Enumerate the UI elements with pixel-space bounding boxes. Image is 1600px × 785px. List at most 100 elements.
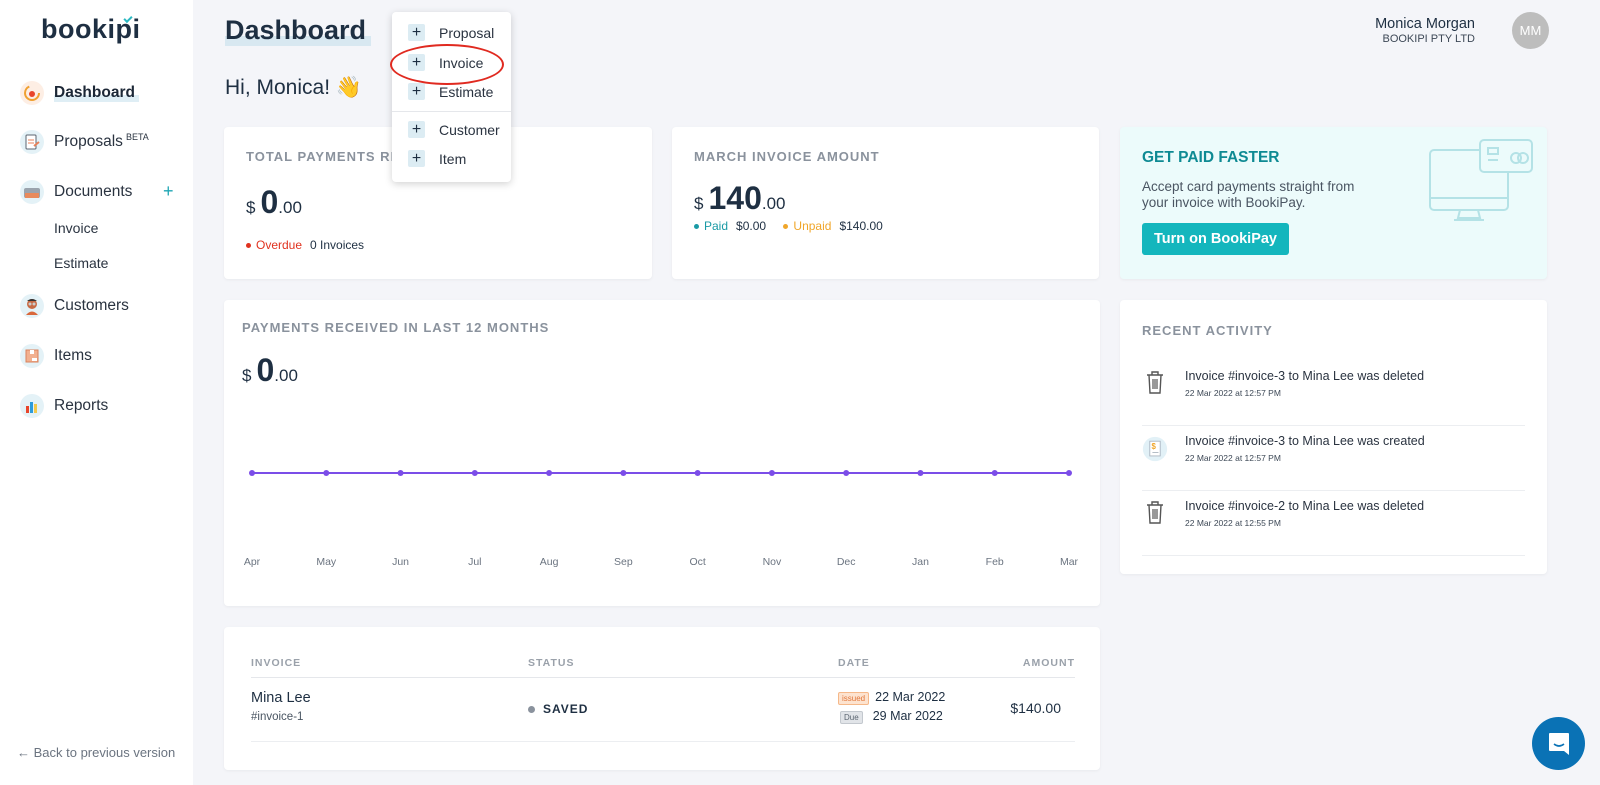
plus-icon: + bbox=[408, 121, 425, 138]
bookipi-logo[interactable]: bookipi bbox=[41, 13, 141, 44]
get-paid-description: Accept card payments straight from your … bbox=[1142, 179, 1355, 210]
x-axis-label: Jul bbox=[468, 556, 481, 568]
sidebar: bookipi Dashboard Proposals BETA Document… bbox=[0, 0, 193, 785]
sidebar-subitem-estimate[interactable]: Estimate bbox=[54, 255, 109, 271]
greeting: Hi, Monica! 👋 bbox=[225, 76, 363, 99]
invoice-number: #invoice-1 bbox=[251, 711, 304, 723]
user-name[interactable]: Monica Morgan bbox=[1375, 16, 1475, 32]
chart-point[interactable] bbox=[694, 470, 701, 476]
trash-icon bbox=[1142, 499, 1168, 525]
chart-point[interactable] bbox=[397, 470, 404, 476]
create-menu: + Proposal + Invoice + Estimate + Customer +… bbox=[392, 12, 511, 182]
back-to-previous-version-link[interactable]: ← Back to previous version bbox=[17, 745, 176, 760]
due-tag: Due bbox=[840, 711, 863, 724]
march-invoice-amount: $ 140 .00 bbox=[694, 180, 786, 216]
svg-text:$: $ bbox=[1152, 442, 1157, 451]
x-axis-label: May bbox=[316, 556, 337, 568]
menu-divider bbox=[392, 111, 511, 112]
due-date: Due 29 Mar 2022 bbox=[838, 709, 943, 724]
column-header-amount: AMOUNT bbox=[1022, 657, 1075, 669]
plus-icon: + bbox=[408, 54, 425, 71]
sidebar-item-proposals[interactable]: Proposals BETA bbox=[20, 128, 149, 156]
sidebar-item-documents[interactable]: Documents bbox=[20, 178, 132, 206]
status-badge: SAVED bbox=[528, 702, 588, 716]
sidebar-subitem-invoice[interactable]: Invoice bbox=[54, 220, 99, 236]
sidebar-item-dashboard[interactable]: Dashboard bbox=[20, 79, 139, 107]
x-axis-label: Jan bbox=[912, 556, 929, 568]
payments-chart-card: PAYMENTS RECEIVED IN LAST 12 MONTHS $ 0 … bbox=[224, 300, 1100, 606]
unpaid-dot bbox=[783, 224, 789, 230]
invoice-customer: Mina Lee bbox=[251, 690, 311, 706]
paid-dot bbox=[694, 224, 699, 230]
chart-point[interactable] bbox=[620, 470, 627, 476]
card-title: PAYMENTS RECEIVED IN LAST 12 MONTHS bbox=[242, 320, 550, 335]
trash-icon bbox=[1142, 369, 1168, 395]
march-invoice-card: MARCH INVOICE AMOUNT $ 140 .00 Paid $0.00… bbox=[672, 127, 1099, 279]
avatar[interactable]: MM bbox=[1512, 12, 1549, 49]
table-divider bbox=[251, 677, 1075, 678]
chart-point[interactable] bbox=[471, 470, 478, 476]
issued-tag: issued bbox=[838, 692, 870, 705]
overdue-summary: Overdue 0 Invoices bbox=[246, 238, 364, 252]
x-axis-label: Sep bbox=[614, 556, 633, 568]
status-dot bbox=[528, 706, 535, 714]
x-axis-label: Jun bbox=[392, 556, 409, 568]
card-title: MARCH INVOICE AMOUNT bbox=[694, 149, 880, 164]
card-title: GET PAID FASTER bbox=[1142, 149, 1280, 166]
table-row[interactable]: Mina Lee #invoice-1 SAVED issued 22 Mar 2… bbox=[251, 678, 1075, 742]
total-payments-amount: $ 0 .00 bbox=[246, 184, 302, 220]
activity-item[interactable]: Invoice #invoice-3 to Mina Lee was delet… bbox=[1142, 361, 1525, 426]
create-menu-item-proposal[interactable]: + Proposal bbox=[408, 24, 494, 41]
recent-activity-card: RECENT ACTIVITY Invoice #invoice-3 to Mi… bbox=[1120, 300, 1547, 574]
proposals-label: Proposals bbox=[54, 133, 123, 151]
chart-point[interactable] bbox=[1066, 470, 1072, 476]
reports-icon bbox=[20, 394, 44, 418]
sidebar-item-customers[interactable]: Customers bbox=[20, 292, 129, 320]
add-document-button[interactable]: + bbox=[163, 181, 174, 201]
create-menu-item-invoice[interactable]: + Invoice bbox=[408, 54, 483, 71]
chart-point[interactable] bbox=[917, 470, 924, 476]
chart-point[interactable] bbox=[323, 470, 330, 476]
get-paid-faster-card: GET PAID FASTER Accept card payments str… bbox=[1120, 127, 1547, 279]
chart-point[interactable] bbox=[991, 470, 998, 476]
chart-point[interactable] bbox=[546, 470, 553, 476]
plus-icon: + bbox=[408, 83, 425, 100]
chart-point[interactable] bbox=[843, 470, 850, 476]
x-axis-label: Feb bbox=[986, 556, 1004, 568]
column-header-date: DATE bbox=[838, 657, 870, 669]
card-title: TOTAL PAYMENTS RE bbox=[246, 149, 401, 164]
column-header-invoice: INVOICE bbox=[251, 657, 302, 669]
chat-icon bbox=[1548, 732, 1569, 755]
page-title: Dashboard bbox=[225, 15, 372, 46]
invoice-created-icon: $ bbox=[1142, 434, 1168, 464]
activity-item[interactable]: Invoice #invoice-2 to Mina Lee was delet… bbox=[1142, 491, 1525, 556]
computer-card-icon bbox=[1429, 139, 1533, 221]
proposals-icon bbox=[20, 130, 44, 154]
x-axis-label: Aug bbox=[540, 556, 559, 568]
documents-icon bbox=[20, 180, 44, 204]
overdue-dot bbox=[246, 243, 251, 249]
payments-12m-amount: $ 0 .00 bbox=[242, 352, 298, 388]
x-axis-label: Mar bbox=[1060, 556, 1079, 568]
sidebar-item-reports[interactable]: Reports bbox=[20, 392, 108, 420]
card-title: RECENT ACTIVITY bbox=[1142, 323, 1273, 338]
create-menu-item-estimate[interactable]: + Estimate bbox=[408, 83, 493, 100]
x-axis-label: Oct bbox=[689, 556, 705, 568]
plus-icon: + bbox=[408, 24, 425, 41]
chart-point[interactable] bbox=[249, 470, 255, 476]
create-menu-item-customer[interactable]: + Customer bbox=[408, 121, 500, 138]
sidebar-item-items[interactable]: Items bbox=[20, 342, 92, 370]
user-company: BOOKIPI PTY LTD bbox=[1382, 33, 1475, 45]
column-header-status: STATUS bbox=[528, 657, 575, 669]
plus-icon: + bbox=[408, 150, 425, 167]
activity-item[interactable]: $ Invoice #invoice-3 to Mina Lee was cre… bbox=[1142, 426, 1525, 491]
invoice-amount: $140.00 bbox=[1010, 700, 1061, 716]
invoice-table-card: INVOICE STATUS DATE AMOUNT Mina Lee #inv… bbox=[224, 627, 1100, 770]
chart-point[interactable] bbox=[768, 470, 775, 476]
create-menu-item-item[interactable]: + Item bbox=[408, 150, 466, 167]
payments-line-chart[interactable]: Apr May Jun Jul Aug Sep Oct Nov Dec Jan Feb Mar bbox=[224, 300, 1100, 606]
chat-support-button[interactable] bbox=[1532, 717, 1585, 770]
paid-unpaid-summary: Paid $0.00 Unpaid $140.00 bbox=[694, 219, 883, 233]
turn-on-bookipay-button[interactable]: Turn on BookiPay bbox=[1142, 223, 1289, 255]
x-axis-label: Dec bbox=[837, 556, 856, 568]
